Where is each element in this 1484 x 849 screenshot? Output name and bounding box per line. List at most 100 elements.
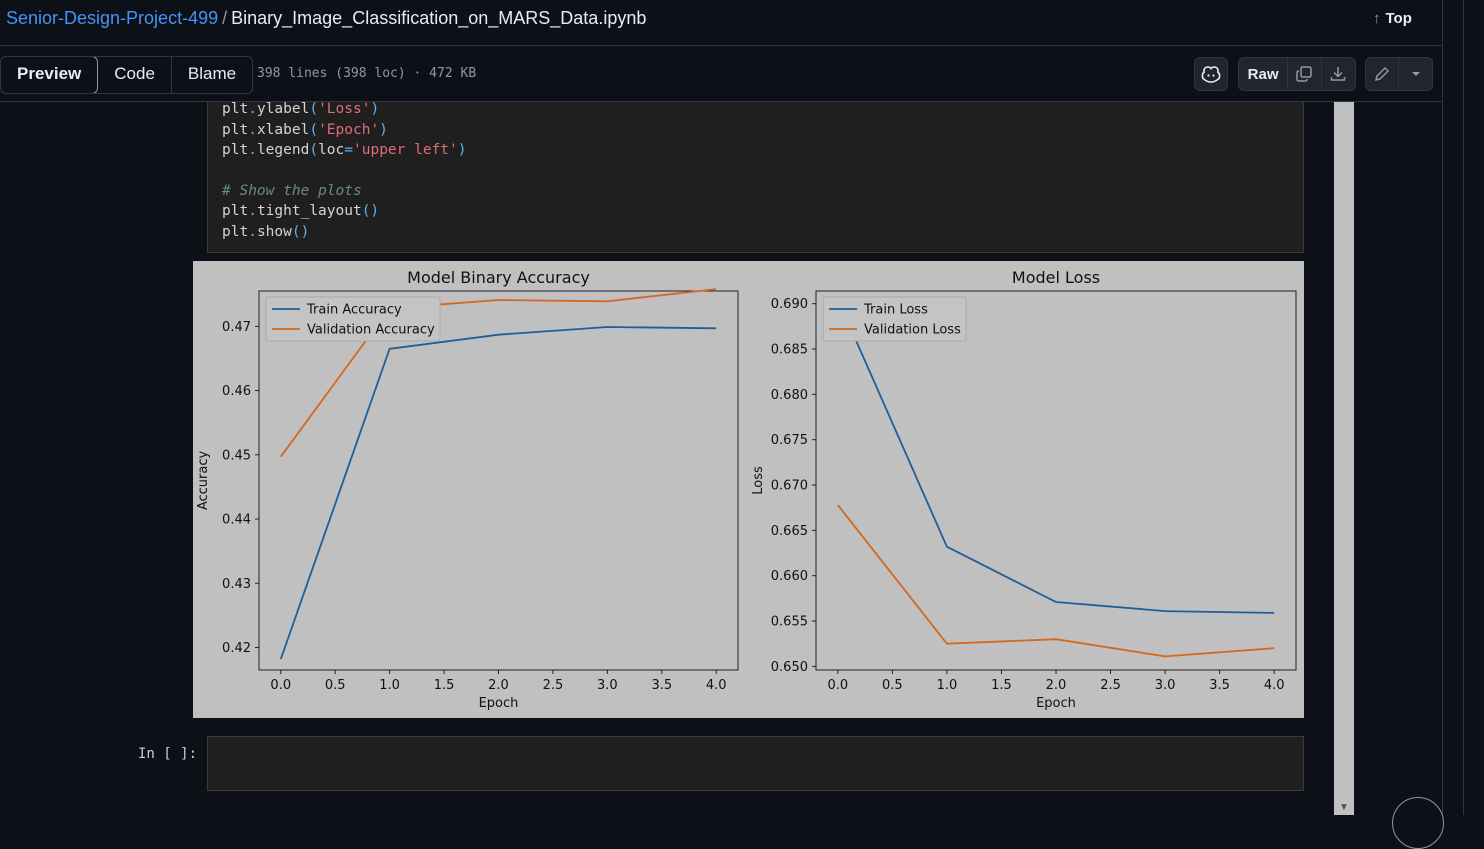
- floating-action-button[interactable]: [1392, 797, 1444, 849]
- code-token: show: [256, 224, 292, 240]
- raw-button[interactable]: Raw: [1239, 58, 1289, 90]
- x-tick-label: 4.0: [706, 678, 727, 693]
- code-token: 'Epoch': [318, 122, 380, 138]
- inner-scrollbar[interactable]: ▼: [1334, 102, 1354, 815]
- scroll-down-icon: ▼: [1339, 802, 1349, 813]
- output-figure: Model Binary Accuracy Epoch Accuracy 0.0 0.5…: [193, 261, 1304, 718]
- legend-label: Train Loss: [863, 303, 928, 318]
- code-token: 'Loss': [318, 102, 371, 117]
- x-axis-label: Epoch: [479, 696, 519, 711]
- x-tick-label: 3.0: [597, 678, 618, 693]
- file-header: Senior-Design-Project-499/Binary_Image_C…: [0, 0, 1442, 46]
- tab-preview[interactable]: Preview: [1, 57, 99, 93]
- y-tick-label: 0.670: [771, 479, 808, 494]
- y-tick-label: 0.665: [771, 524, 808, 539]
- y-tick-label: 0.45: [222, 448, 251, 463]
- code-token: ): [457, 142, 467, 158]
- code-token: (: [309, 102, 319, 117]
- code-token: .: [248, 122, 257, 138]
- code-token: (: [309, 142, 319, 158]
- legend-label: Train Accuracy: [306, 303, 402, 318]
- x-tick-label: 1.5: [991, 678, 1012, 693]
- x-tick-label: 2.5: [543, 678, 564, 693]
- raw-copy-download-group: Raw: [1238, 57, 1356, 91]
- code-token: plt: [222, 102, 249, 117]
- copilot-button[interactable]: [1194, 57, 1228, 91]
- x-tick-label: 2.0: [488, 678, 509, 693]
- y-tick-label: 0.42: [222, 641, 251, 656]
- x-tick-label: 3.5: [651, 678, 672, 693]
- legend-label: Validation Accuracy: [307, 323, 435, 338]
- code-token: .: [248, 142, 257, 158]
- page-scrollbar[interactable]: [1463, 0, 1484, 815]
- y-tick-label: 0.675: [771, 433, 808, 448]
- breadcrumb-separator: /: [222, 8, 228, 28]
- top-link[interactable]: ↑ Top: [1373, 10, 1412, 27]
- tab-code[interactable]: Code: [98, 57, 172, 93]
- x-tick-label: 0.0: [827, 678, 848, 693]
- y-tick-label: 0.690: [771, 297, 808, 312]
- legend-label: Validation Loss: [864, 323, 961, 338]
- file-toolbar: Preview Code Blame 398 lines (398 loc) ·…: [0, 46, 1442, 102]
- code-line: plt.tight_layout(): [222, 203, 379, 219]
- pencil-icon: [1374, 66, 1390, 82]
- x-tick-label: 1.5: [434, 678, 455, 693]
- series-line-train: [279, 326, 717, 660]
- edit-group: [1365, 57, 1433, 91]
- code-cell: plt.ylabel('Loss') plt.xlabel('Epoch') plt…: [207, 102, 1304, 253]
- x-tick-label: 4.0: [1264, 678, 1285, 693]
- chart-title: Model Loss: [1012, 268, 1100, 287]
- code-token: plt: [222, 142, 249, 158]
- empty-code-cell[interactable]: [207, 736, 1304, 791]
- repo-link[interactable]: Senior-Design-Project-499: [6, 8, 219, 28]
- y-tick-label: 0.685: [771, 343, 808, 358]
- code-token: .: [248, 102, 257, 117]
- download-icon: [1331, 67, 1346, 81]
- y-tick-label: 0.650: [771, 660, 808, 675]
- y-tick-label: 0.680: [771, 388, 808, 403]
- series-line-validation: [837, 504, 1275, 658]
- y-axis-label: Accuracy: [196, 451, 211, 511]
- x-tick-label: 2.0: [1046, 678, 1067, 693]
- y-tick-label: 0.655: [771, 615, 808, 630]
- x-tick-label: 0.5: [882, 678, 903, 693]
- view-mode-tabs: Preview Code Blame: [0, 56, 254, 94]
- copy-button[interactable]: [1288, 58, 1322, 90]
- download-button[interactable]: [1322, 58, 1355, 90]
- code-token: (): [291, 224, 310, 240]
- arrow-up-icon: ↑: [1373, 10, 1381, 27]
- x-tick-label: 1.0: [379, 678, 400, 693]
- y-tick-label: 0.43: [222, 577, 251, 592]
- code-token: ): [379, 122, 388, 138]
- code-token: (: [309, 122, 319, 138]
- code-token: plt: [222, 122, 249, 138]
- y-tick-label: 0.44: [222, 513, 251, 528]
- file-meta: 398 lines (398 loc) · 472 KB: [257, 66, 477, 81]
- y-tick-label: 0.660: [771, 569, 808, 584]
- code-line: # Show the plots: [222, 183, 362, 199]
- legend-box: [822, 296, 967, 342]
- code-token: ylabel: [256, 102, 310, 117]
- plot-frame: [258, 290, 739, 671]
- chevron-down-icon: [1411, 72, 1420, 76]
- tab-blame[interactable]: Blame: [187, 64, 237, 83]
- code-token: .: [248, 224, 257, 240]
- cell-prompt: In [ ]:: [138, 746, 198, 762]
- code-token: # Show the plots: [222, 183, 362, 199]
- y-tick-label: 0.47: [222, 320, 251, 335]
- code-token: 'upper left': [353, 142, 458, 158]
- edit-button[interactable]: [1366, 58, 1400, 90]
- notebook-viewer: plt.ylabel('Loss') plt.xlabel('Epoch') plt…: [0, 102, 1442, 815]
- x-axis-label: Epoch: [1036, 696, 1076, 711]
- code-token: (): [361, 203, 380, 219]
- code-line: plt.legend(loc='upper left'): [222, 142, 467, 158]
- code-line: plt.ylabel('Loss'): [222, 102, 379, 117]
- top-label: Top: [1385, 10, 1412, 27]
- x-tick-label: 0.5: [325, 678, 346, 693]
- series-line-validation: [280, 288, 717, 458]
- copy-icon: [1296, 66, 1313, 82]
- x-tick-label: 1.0: [937, 678, 958, 693]
- raw-label: Raw: [1247, 65, 1279, 83]
- edit-options-button[interactable]: [1399, 58, 1432, 90]
- breadcrumb: Senior-Design-Project-499/Binary_Image_C…: [6, 8, 646, 29]
